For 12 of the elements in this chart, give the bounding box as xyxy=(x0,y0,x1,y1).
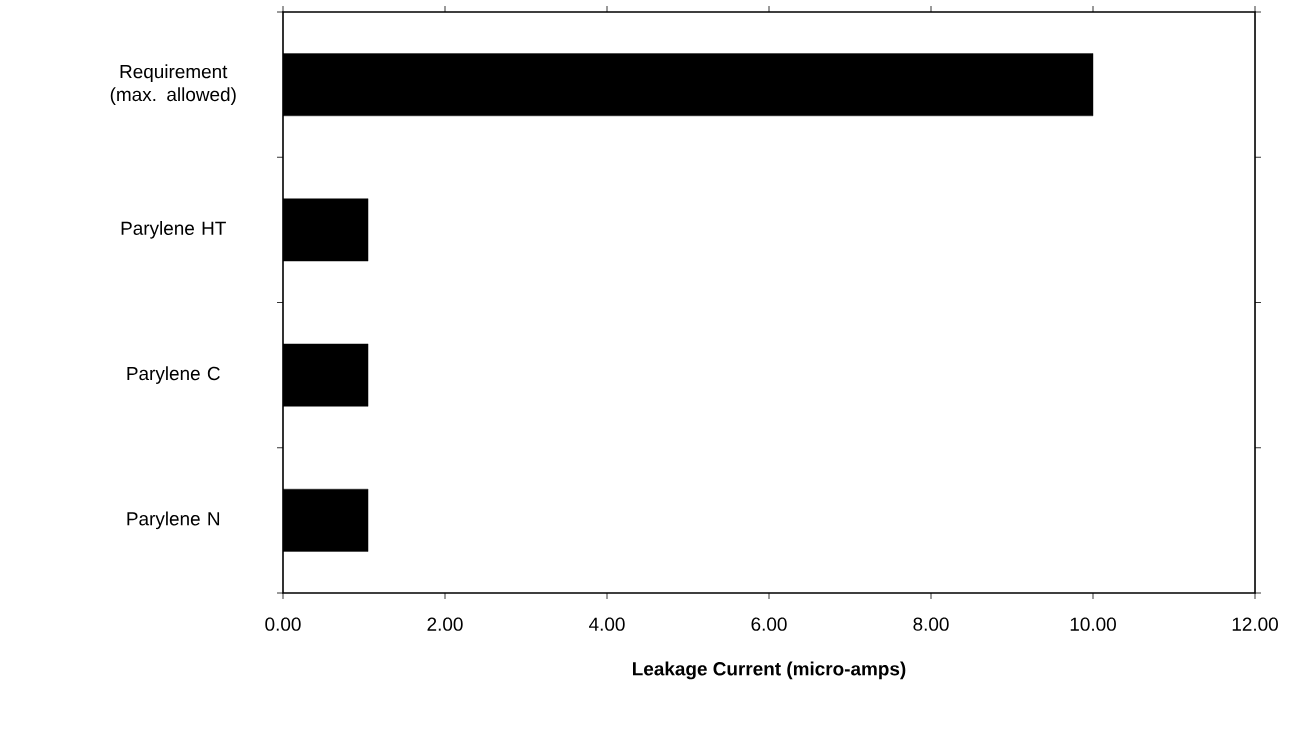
x-tick-label: 6.00 xyxy=(751,617,787,631)
x-tick-label: 12.00 xyxy=(1232,617,1278,631)
y-tick-label: Parylene C xyxy=(127,366,220,384)
x-tick-label: 2.00 xyxy=(427,617,463,631)
y-tick-label: Parylene HT xyxy=(121,221,226,239)
x-tick-label: 0.00 xyxy=(265,617,301,631)
x-tick-label: 10.00 xyxy=(1070,617,1116,631)
y-tick-label: Requirement (max. allowed) xyxy=(110,64,236,105)
x-tick-label: 8.00 xyxy=(913,617,949,631)
x-tick-label: 4.00 xyxy=(589,617,625,631)
x-axis-title: Leakage Current (micro-amps) xyxy=(633,661,906,680)
y-tick-label: Parylene N xyxy=(127,511,220,530)
